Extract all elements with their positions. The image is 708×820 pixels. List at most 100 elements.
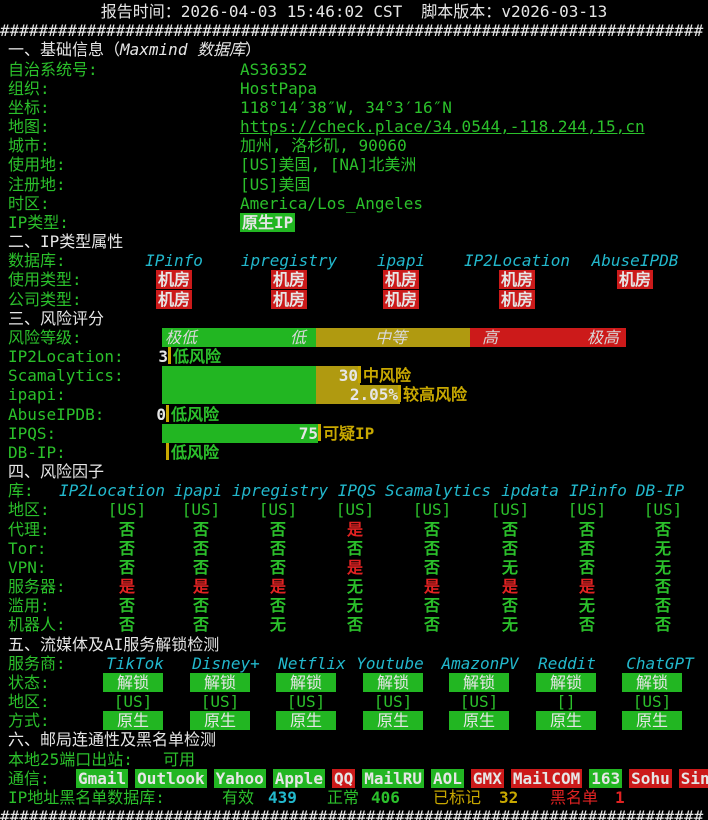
database-name: ipregistry — [240, 251, 338, 271]
unlock-value: 原生 — [103, 711, 163, 731]
factor-value: 否 — [423, 538, 441, 558]
factor-value: 否 — [269, 557, 287, 577]
unlock-value: 解锁 — [622, 672, 682, 692]
field-label: 坐标: — [8, 97, 50, 117]
database-name: AbuseIPDB — [591, 251, 679, 271]
mail-badge: Sohu — [629, 768, 672, 788]
factor-value: 否 — [654, 615, 672, 635]
risk-level: 低 — [290, 327, 307, 347]
score-rating: 中风险 — [363, 366, 412, 386]
field-value: America/Los_Angeles — [240, 193, 424, 213]
field-label: 服务器: — [8, 577, 66, 597]
score-value: 30 — [338, 366, 358, 386]
field-label: IP地址黑名单数据库: — [8, 787, 165, 807]
field-value: [US]美国 — [240, 174, 311, 194]
risk-level: 中等 — [375, 327, 408, 347]
service-name: Youtube — [356, 653, 424, 673]
type-badge: 机房 — [155, 289, 193, 309]
type-badge: 机房 — [270, 289, 308, 309]
field-label: 公司类型: — [8, 289, 82, 309]
risk-scale-high — [470, 327, 626, 347]
database-name: IPQS — [337, 481, 377, 501]
factor-value: 否 — [192, 615, 210, 635]
factor-value: 否 — [578, 519, 596, 539]
score-bar — [162, 423, 318, 443]
factor-value: 否 — [269, 538, 287, 558]
mail-badge: Yahoo — [213, 768, 266, 788]
factor-value: [US] — [490, 500, 530, 520]
factor-value: [US] — [335, 500, 375, 520]
service-name: ChatGPT — [626, 653, 694, 673]
factor-value: 否 — [654, 519, 672, 539]
field-label: 本地25端口出站: — [8, 749, 133, 769]
mail-badge: 163 — [589, 768, 623, 788]
unlock-value: 解锁 — [449, 672, 509, 692]
field-label: 自治系统号: — [8, 59, 98, 79]
unlock-value: [US] — [103, 692, 163, 713]
field-label: 机器人: — [8, 615, 66, 635]
database-name: IP2Location — [59, 481, 165, 501]
field-value: 加州, 洛杉矶, 90060 — [240, 136, 407, 156]
risk-level: 极低 — [165, 327, 198, 347]
header-text: v2026-03-13 — [501, 2, 608, 21]
factor-value: 否 — [192, 538, 210, 558]
separator: ########################################… — [0, 807, 704, 820]
unlock-value: 解锁 — [363, 672, 423, 692]
factor-value: 无 — [501, 615, 519, 635]
field-label: 组织: — [8, 78, 50, 98]
factor-value: 是 — [578, 577, 596, 597]
unlock-value: [US] — [363, 692, 423, 713]
score-value: 75 — [298, 423, 318, 443]
type-badge: 机房 — [382, 270, 420, 290]
score-divider — [398, 385, 401, 403]
stat-value: 32 — [499, 787, 519, 807]
factor-value: 无 — [578, 596, 596, 616]
unlock-value: 原生 — [536, 711, 596, 731]
database-name: ipapi — [376, 251, 426, 271]
score-bar — [316, 366, 360, 386]
score-source: ipapi: — [8, 385, 66, 405]
factor-value: 否 — [578, 557, 596, 577]
field-label: 风险等级: — [8, 327, 82, 347]
mail-badge: Outlook — [135, 768, 207, 788]
factor-value: 否 — [654, 577, 672, 597]
mail-badge: Sina — [678, 768, 708, 788]
database-name: ipdata — [501, 481, 559, 501]
factor-value: 是 — [501, 577, 519, 597]
database-name: Scamalytics — [385, 481, 491, 501]
mail-badge: GMX — [470, 768, 504, 788]
header-text: 报告时间： — [100, 2, 181, 21]
factor-value: 无 — [346, 596, 364, 616]
type-badge: 机房 — [616, 270, 654, 290]
database-name: ipregistry — [231, 481, 329, 501]
service-name: Disney+ — [192, 653, 260, 673]
mail-providers: Gmail Outlook Yahoo Apple QQ MailRU AOL GMX Mail… — [76, 768, 708, 788]
unlock-value: 原生 — [190, 711, 250, 731]
score-bar — [316, 385, 400, 405]
score-bar — [162, 385, 316, 405]
port25-status: 可用 — [163, 749, 196, 769]
score-rating: 低风险 — [171, 442, 220, 462]
score-divider — [166, 442, 169, 460]
section-title: 一、基础信息（ Maxmind 数据库） — [8, 40, 261, 59]
factor-value: 否 — [423, 519, 441, 539]
stat-value: 406 — [371, 787, 400, 807]
score-divider — [318, 423, 321, 441]
field-value: AS36352 — [240, 59, 308, 79]
field-label: 城市: — [8, 136, 50, 156]
unlock-value: 解锁 — [276, 672, 336, 692]
factor-value: [US] — [412, 500, 452, 520]
factor-value: 无 — [269, 615, 287, 635]
score-value: 3 — [158, 347, 168, 367]
factor-value: 否 — [192, 557, 210, 577]
text: 一、基础信息（ — [8, 40, 121, 60]
service-name: TikTok — [106, 653, 164, 673]
score-rating: 低风险 — [173, 347, 222, 367]
type-badge: 机房 — [270, 270, 308, 290]
section-title: 五、流媒体及AI服务解锁检测 — [8, 634, 220, 654]
factor-value: 否 — [423, 557, 441, 577]
unlock-value: 解锁 — [190, 672, 250, 692]
factor-value: 否 — [118, 519, 136, 539]
text: ） — [245, 40, 262, 60]
stat-label: 正常 — [327, 787, 360, 807]
